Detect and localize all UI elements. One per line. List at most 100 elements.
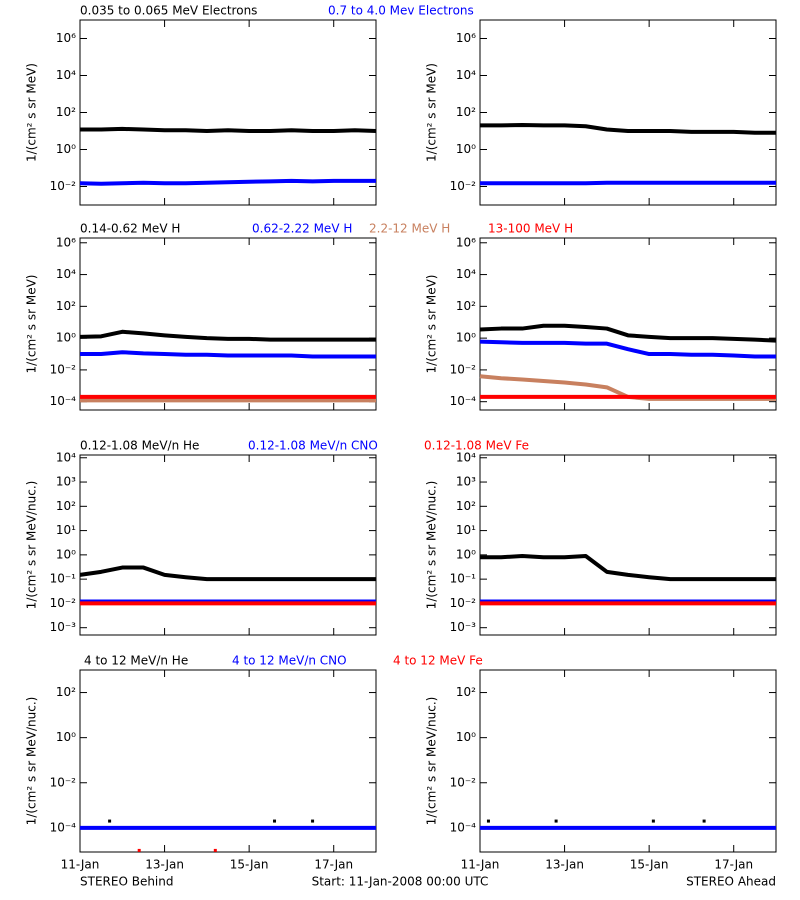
y-tick-label: 10⁰ xyxy=(56,730,76,744)
y-tick-label: 10² xyxy=(456,105,476,119)
legend-entry: 0.14-0.62 MeV H xyxy=(80,222,180,236)
y-axis-label: 1/(cm² s sr MeV/nuc.) xyxy=(25,697,39,826)
data-band xyxy=(79,329,376,342)
y-tick-label: 10³ xyxy=(456,475,476,489)
y-tick-label: 10⁻¹ xyxy=(450,572,477,586)
y-tick-label: 10⁶ xyxy=(456,235,476,249)
y-tick-label: 10⁶ xyxy=(456,31,476,45)
x-tick-label: 11-Jan xyxy=(61,858,100,872)
y-tick-label: 10² xyxy=(56,299,76,313)
y-tick-label: 10⁻⁴ xyxy=(50,820,77,834)
plot-frame xyxy=(79,669,377,853)
y-tick-label: 10² xyxy=(456,499,476,513)
y-tick-label: 10² xyxy=(456,299,476,313)
plot-frame xyxy=(79,454,377,636)
data-band xyxy=(79,565,376,582)
footer-left: STEREO Behind xyxy=(80,875,174,889)
legend-entry: 0.035 to 0.065 MeV Electrons xyxy=(80,4,257,18)
legend-entry: 0.62-2.22 MeV H xyxy=(252,222,352,236)
y-tick-label: 10⁻⁴ xyxy=(50,394,77,408)
legend-entry: 13-100 MeV H xyxy=(488,222,573,236)
y-tick-label: 10⁴ xyxy=(456,68,476,82)
y-tick-label: 10¹ xyxy=(56,523,76,537)
data-point xyxy=(213,848,217,852)
legend-entry: 4 to 12 MeV/n He xyxy=(84,654,188,668)
data-point xyxy=(486,819,490,823)
y-axis-label: 1/(cm² s sr MeV/nuc.) xyxy=(425,481,439,610)
y-axis-label: 1/(cm² s sr MeV/nuc.) xyxy=(425,697,439,826)
y-tick-label: 10⁴ xyxy=(56,450,76,464)
data-point xyxy=(702,819,706,823)
legend-entry: 4 to 12 MeV/n CNO xyxy=(232,654,347,668)
y-tick-label: 10⁻³ xyxy=(450,620,477,634)
data-band xyxy=(480,180,776,186)
y-tick-label: 10⁶ xyxy=(56,31,76,45)
data-point xyxy=(108,819,112,823)
y-tick-label: 10⁰ xyxy=(456,730,476,744)
x-tick-label: 15-Jan xyxy=(630,858,669,872)
data-band xyxy=(479,339,776,359)
data-point xyxy=(554,819,558,823)
data-band xyxy=(80,126,377,133)
y-tick-label: 10⁻⁴ xyxy=(450,394,477,408)
y-tick-label: 10⁻⁴ xyxy=(450,820,477,834)
data-band xyxy=(480,553,776,582)
plot-frame xyxy=(479,669,777,853)
data-point xyxy=(273,819,277,823)
y-tick-label: 10⁰ xyxy=(56,547,76,561)
y-tick-label: 10⁴ xyxy=(456,450,476,464)
plot-frame xyxy=(479,237,777,411)
data-point xyxy=(651,819,655,823)
plot-frame xyxy=(79,237,377,411)
footer-center: Start: 11-Jan-2008 00:00 UTC xyxy=(312,875,489,889)
data-band xyxy=(79,178,376,186)
y-tick-label: 10² xyxy=(56,105,76,119)
y-axis-label: 1/(cm² s sr MeV) xyxy=(25,63,39,162)
y-axis-label: 1/(cm² s sr MeV) xyxy=(425,275,439,374)
data-point xyxy=(137,848,141,852)
legend-entry: 0.7 to 4.0 Mev Electrons xyxy=(328,4,474,18)
y-tick-label: 10⁻² xyxy=(450,775,477,789)
footer-right: STEREO Ahead xyxy=(686,875,776,889)
y-tick-label: 10⁰ xyxy=(456,142,476,156)
x-tick-label: 11-Jan xyxy=(461,858,500,872)
plot-frame xyxy=(479,454,777,636)
y-tick-label: 10⁰ xyxy=(456,331,476,345)
y-tick-label: 10⁻² xyxy=(50,362,77,376)
y-tick-label: 10⁻² xyxy=(450,596,477,610)
y-axis-label: 1/(cm² s sr MeV) xyxy=(25,275,39,374)
y-tick-label: 10³ xyxy=(56,475,76,489)
x-tick-label: 15-Jan xyxy=(230,858,269,872)
legend-entry: 0.12-1.08 MeV/n CNO xyxy=(248,439,378,453)
y-tick-label: 10² xyxy=(56,685,76,699)
y-tick-label: 10⁻² xyxy=(450,362,477,376)
x-tick-label: 13-Jan xyxy=(545,858,584,872)
data-band xyxy=(479,323,777,343)
y-tick-label: 10⁶ xyxy=(56,235,76,249)
y-tick-label: 10⁴ xyxy=(456,267,476,281)
legend-entry: 0.12-1.08 MeV Fe xyxy=(424,439,529,453)
y-tick-label: 10¹ xyxy=(456,523,476,537)
y-tick-label: 10⁰ xyxy=(456,547,476,561)
y-tick-label: 10⁴ xyxy=(56,68,76,82)
x-tick-label: 13-Jan xyxy=(145,858,184,872)
y-axis-label: 1/(cm² s sr MeV) xyxy=(425,63,439,162)
y-tick-label: 10⁴ xyxy=(56,267,76,281)
x-tick-label: 17-Jan xyxy=(714,858,753,872)
y-tick-label: 10⁻³ xyxy=(50,620,77,634)
y-tick-label: 10² xyxy=(56,499,76,513)
y-tick-label: 10⁻² xyxy=(50,179,77,193)
y-tick-label: 10⁰ xyxy=(56,331,76,345)
y-tick-label: 10⁻² xyxy=(50,775,77,789)
legend-entry: 0.12-1.08 MeV/n He xyxy=(80,439,199,453)
y-tick-label: 10⁻¹ xyxy=(50,572,77,586)
data-band xyxy=(80,350,376,359)
x-tick-label: 17-Jan xyxy=(314,858,353,872)
y-tick-label: 10⁻² xyxy=(450,179,477,193)
y-axis-label: 1/(cm² s sr MeV/nuc.) xyxy=(25,481,39,610)
y-tick-label: 10² xyxy=(456,685,476,699)
data-band xyxy=(480,123,776,135)
